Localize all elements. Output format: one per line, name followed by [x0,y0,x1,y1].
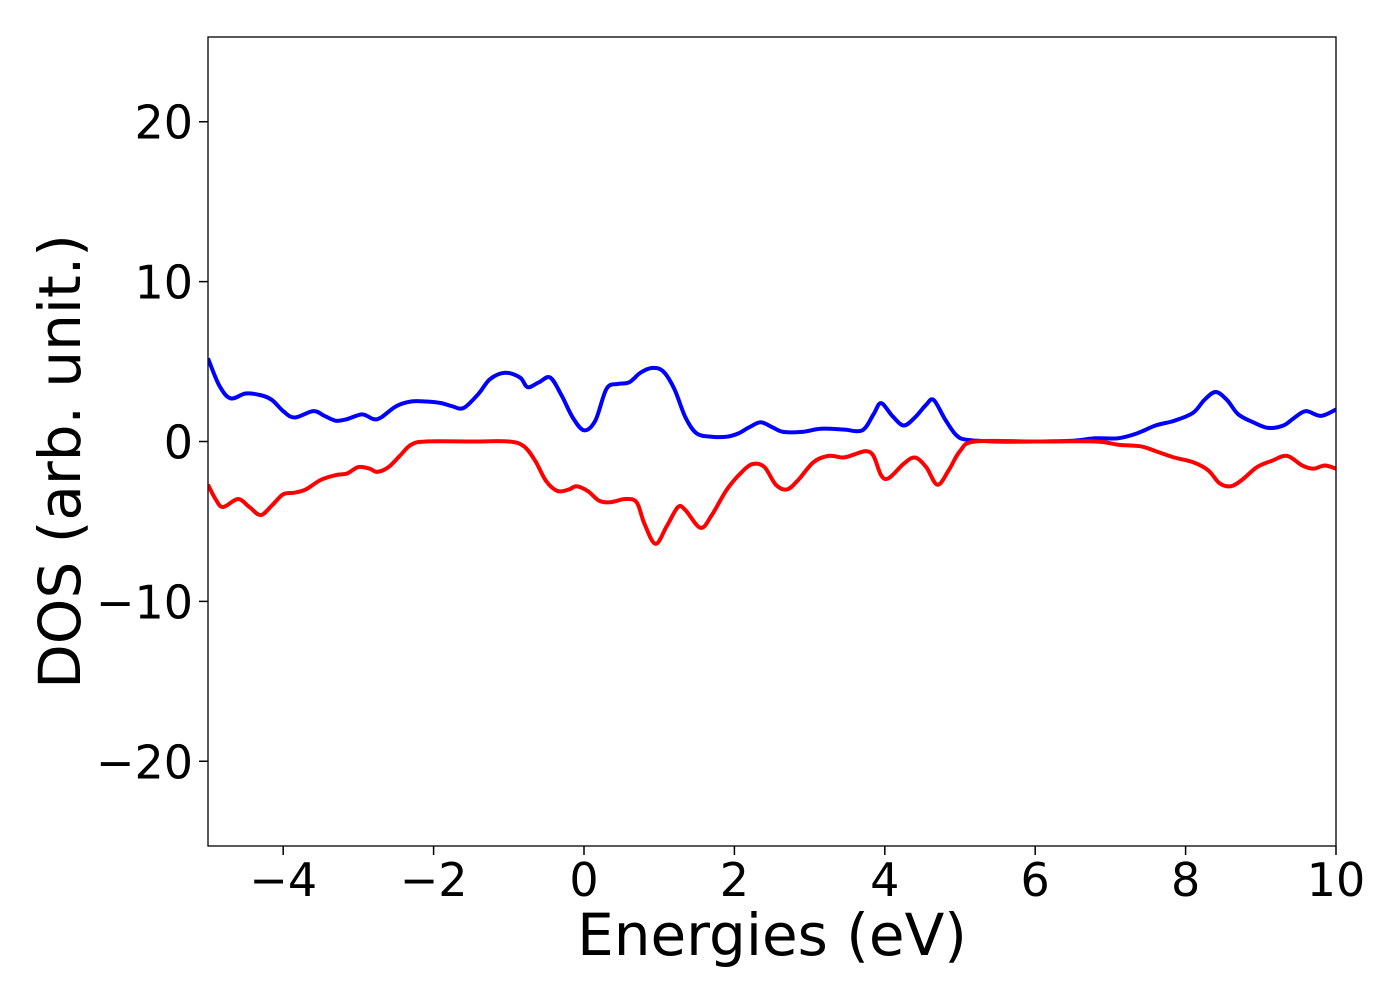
x-tick-label: 8 [1171,853,1200,907]
x-tick-label: 2 [720,853,749,907]
series-line-red [208,438,1336,546]
y-tick-label: 20 [134,96,193,150]
x-tick-label: 10 [1307,853,1366,907]
y-tick-label: −10 [96,575,193,629]
series-line-blue [208,357,1336,444]
y-tick-label: −20 [96,735,193,789]
x-tick-label: 6 [1021,853,1050,907]
x-axis-label: Energies (eV) [577,901,967,969]
y-tick-label: 10 [134,256,193,310]
x-tick-label: −2 [400,853,468,907]
y-axis-label: DOS (arb. unit.) [26,234,94,689]
series-layer [208,357,1336,546]
x-tick-label: 4 [870,853,899,907]
x-tick-label: 0 [569,853,598,907]
plot-frame [207,36,1337,847]
y-tick-label: 0 [164,416,193,470]
x-tick-label: −4 [249,853,317,907]
